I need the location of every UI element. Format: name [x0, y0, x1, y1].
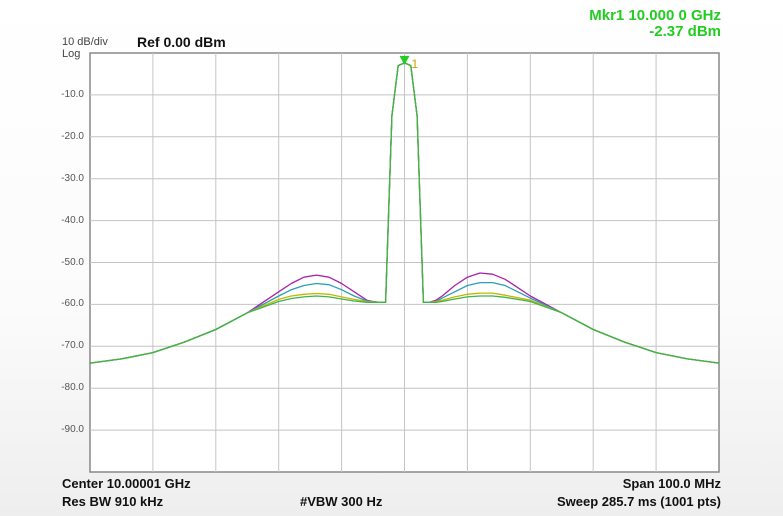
y-tick-label: -80.0	[61, 382, 84, 394]
scale-mode: Log	[62, 48, 81, 60]
scale-per-division: 10 dB/div	[62, 36, 108, 48]
center-frequency: Center 10.00001 GHz	[62, 476, 191, 491]
marker-number-label: 1	[412, 57, 419, 71]
y-tick-label: -50.0	[61, 256, 84, 268]
marker-readout: Mkr1 10.000 0 GHz -2.37 dBm	[589, 8, 721, 40]
marker-frequency: Mkr1 10.000 0 GHz	[589, 7, 721, 24]
y-tick-label: -40.0	[61, 214, 84, 226]
y-tick-label: -20.0	[61, 130, 84, 142]
y-tick-label: -90.0	[61, 424, 84, 436]
video-bandwidth: #VBW 300 Hz	[300, 494, 383, 509]
y-tick-label: -60.0	[61, 298, 84, 310]
grid	[90, 53, 719, 472]
marker-amplitude: -2.37 dBm	[649, 23, 721, 40]
marker-group: 1	[399, 55, 419, 71]
reference-level: Ref 0.00 dBm	[137, 34, 226, 50]
frequency-span: Span 100.0 MHz	[622, 476, 721, 491]
marker-triangle-icon[interactable]	[399, 55, 410, 65]
y-tick-label: -70.0	[61, 340, 84, 352]
y-tick-label: -10.0	[61, 88, 84, 100]
sweep-time: Sweep 285.7 ms (1001 pts)	[556, 494, 721, 509]
y-tick-label: -30.0	[61, 172, 84, 184]
resolution-bandwidth: Res BW 910 kHz	[62, 494, 164, 509]
